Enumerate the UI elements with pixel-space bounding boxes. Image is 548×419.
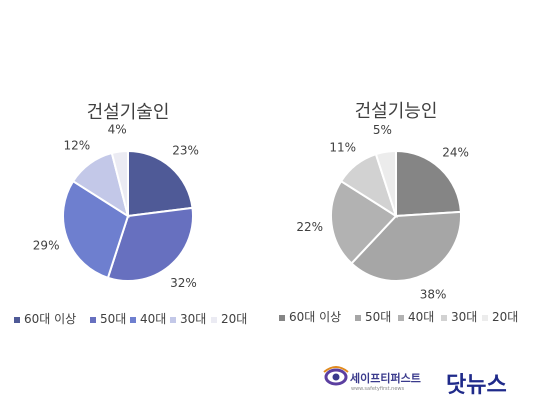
data-label: 24% [442, 146, 469, 160]
logo-name: 세이프티퍼스트 [350, 371, 421, 385]
legend-swatch [170, 317, 176, 323]
pie-chart-technicians: 건설기술인 23% 32% 29% 12% 4% 60대 이상 50대 40대 30대 20대 [14, 102, 247, 326]
pie-slice [374, 149, 397, 217]
pie-slice [330, 179, 398, 265]
data-label: 22% [296, 220, 323, 234]
pie-slice [110, 149, 129, 217]
data-label: 29% [33, 238, 60, 252]
legend-label: 50대 [365, 310, 391, 324]
legend-label: 40대 [140, 312, 166, 326]
data-label: 32% [170, 276, 197, 290]
pie-slice [62, 179, 130, 280]
data-label: 11% [329, 140, 356, 154]
legend-label: 30대 [180, 312, 206, 326]
data-label: 12% [64, 139, 91, 153]
legend-swatch [90, 317, 96, 323]
legend-label: 30대 [451, 310, 477, 324]
legend-label: 40대 [408, 310, 434, 324]
data-label: 5% [373, 123, 392, 137]
chart-title: 건설기능인 [355, 101, 438, 122]
data-label: 38% [420, 288, 447, 302]
chart-title: 건설기술인 [87, 102, 170, 123]
legend-swatch [211, 317, 217, 323]
logo-brand: 닷뉴스 [446, 373, 507, 398]
safety-first-dotnews-logo: 세이프티퍼스트 www.safetyfirst.news 닷뉴스 [323, 366, 507, 398]
pie-slice [106, 206, 194, 282]
legend-label: 60대 이상 [289, 310, 341, 324]
legend-label: 60대 이상 [24, 312, 76, 326]
logo-tagline: www.safetyfirst.news [351, 386, 405, 392]
data-label: 4% [108, 123, 127, 137]
legend-label: 20대 [492, 310, 518, 324]
legend-label: 20대 [221, 312, 247, 326]
pie-slice [350, 210, 462, 282]
legend-swatch [14, 317, 20, 323]
legend-swatch [482, 315, 488, 321]
eye-logo-icon [323, 366, 349, 386]
pie-slice [395, 149, 462, 218]
legend-swatch [355, 315, 361, 321]
pie-slice [127, 149, 194, 218]
pie-chart-skilled-workers: 건설기능인 24% 38% 22% 11% 5% 60대 이상 50대 40대 30대 20대 [279, 101, 518, 324]
legend-label: 50대 [100, 312, 126, 326]
data-label: 23% [172, 144, 199, 158]
legend-swatch [441, 315, 447, 321]
legend-swatch [279, 315, 285, 321]
legend-swatch [398, 315, 404, 321]
legend-swatch [130, 317, 136, 323]
